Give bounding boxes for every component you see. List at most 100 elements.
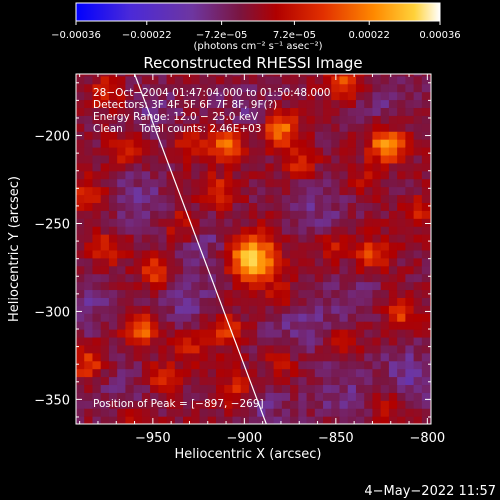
heatmap-cell [199,241,209,251]
heatmap-cell [108,321,118,330]
heatmap-cell [92,75,102,85]
heatmap-cell [92,305,102,314]
heatmap-cell [207,392,217,401]
heatmap-cell [166,400,176,409]
heatmap-cell [191,241,201,251]
heatmap-cell [323,297,332,306]
heatmap-cell [240,234,250,243]
heatmap-cell [281,234,291,243]
heatmap-cell [405,265,415,275]
heatmap-cell [331,139,341,148]
heatmap-cell [380,416,390,424]
heatmap-cell [166,241,176,251]
heatmap-cell [141,210,151,219]
heatmap-cell [405,178,415,188]
heatmap-cell [405,123,415,132]
heatmap-cell [174,115,184,124]
heatmap-cell [108,249,118,259]
heatmap-cell [240,336,250,346]
heatmap-cell [290,329,299,338]
heatmap-cell [92,297,102,306]
heatmap-cell [191,91,201,101]
heatmap-cell [397,313,406,322]
heatmap-cell [298,146,308,156]
heatmap-cell [158,178,168,188]
heatmap-cell [290,170,299,180]
heatmap-cell [388,281,398,291]
heatmap-cell [125,131,135,140]
heatmap-cell [224,99,234,109]
heatmap-cell [232,146,242,156]
heatmap-cell [199,123,209,132]
heatmap-cell [117,376,126,386]
heatmap-cell [364,416,374,424]
heatmap-cell [100,139,110,148]
heatmap-cell [314,202,324,211]
heatmap-cell [125,257,135,267]
heatmap-cell [183,313,192,322]
heatmap-cell [240,115,250,124]
heatmap-cell [413,313,423,322]
heatmap-cell [298,281,308,291]
heatmap-cell [158,91,168,101]
heatmap-cell [323,329,332,338]
heatmap-cell [100,392,110,401]
heatmap-cell [405,281,415,291]
heatmap-cell [166,305,176,314]
heatmap-cell [355,139,365,148]
heatmap-cell [364,162,374,172]
heatmap-cell [380,392,390,401]
heatmap-cell [174,305,184,314]
heatmap-cell [421,416,431,424]
heatmap-cell [150,265,159,275]
heatmap-cell [199,170,209,180]
heatmap-cell [248,170,258,180]
heatmap-cell [314,139,324,148]
heatmap-cell [108,234,118,243]
heatmap-cell [281,83,291,93]
heatmap-cell [100,202,110,211]
heatmap-cell [298,115,308,124]
heatmap-cell [100,321,110,330]
heatmap-cell [117,202,126,211]
heatmap-cell [174,210,184,219]
heatmap-cell [265,131,275,140]
heatmap-cell [273,131,283,140]
heatmap-cell [150,249,159,259]
heatmap-cell [224,139,234,148]
heatmap-cell [84,210,94,219]
heatmap-cell [232,75,242,85]
heatmap-cell [133,313,143,322]
heatmap-cell [224,210,234,219]
heatmap-cell [207,226,217,235]
heatmap-cell [150,74,159,77]
heatmap-cell [413,400,423,409]
heatmap-cell [224,226,234,235]
heatmap-cell [84,234,94,243]
heatmap-cell [150,376,159,386]
heatmap-cell [207,154,217,164]
heatmap-cell [248,281,258,291]
heatmap-cell [158,392,168,401]
heatmap-cell [92,336,102,346]
heatmap-cell [273,178,283,188]
heatmap-cell [347,131,357,140]
heatmap-cell [331,115,341,124]
heatmap-cell [240,194,250,203]
heatmap-cell [265,281,275,291]
heatmap-cell [215,305,225,314]
heatmap-cell [273,154,283,164]
heatmap-cell [273,146,283,156]
heatmap-cell [100,234,110,243]
heatmap-cell [273,123,283,132]
heatmap-cell [257,273,266,283]
heatmap-cell [141,336,151,346]
heatmap-cell [380,281,390,291]
heatmap-cell [100,154,110,164]
heatmap-cell [199,75,209,85]
heatmap-cell [314,368,324,378]
heatmap-cell [141,408,151,417]
heatmap-cell [281,146,291,156]
heatmap-cell [191,344,201,354]
heatmap-cell [273,139,283,148]
